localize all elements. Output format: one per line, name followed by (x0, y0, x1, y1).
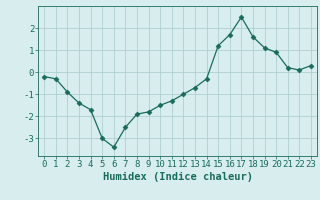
X-axis label: Humidex (Indice chaleur): Humidex (Indice chaleur) (103, 172, 252, 182)
